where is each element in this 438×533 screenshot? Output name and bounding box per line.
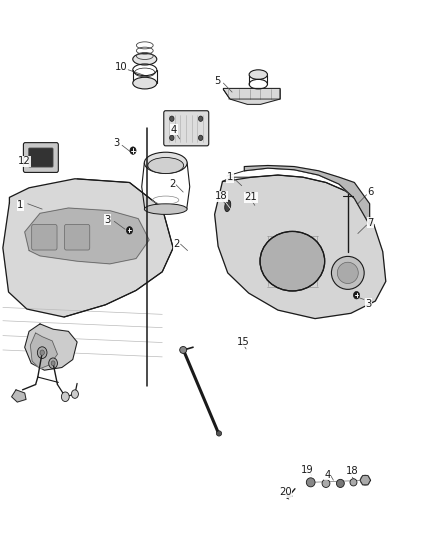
Ellipse shape: [216, 431, 222, 436]
Ellipse shape: [180, 346, 187, 353]
Ellipse shape: [40, 350, 44, 356]
Ellipse shape: [170, 135, 174, 141]
FancyBboxPatch shape: [28, 148, 53, 167]
Polygon shape: [25, 208, 149, 264]
Ellipse shape: [133, 53, 157, 65]
Ellipse shape: [306, 478, 315, 487]
Text: 19: 19: [301, 465, 314, 474]
Ellipse shape: [322, 479, 330, 488]
Ellipse shape: [337, 262, 358, 284]
Ellipse shape: [360, 475, 370, 485]
Polygon shape: [360, 475, 371, 485]
Polygon shape: [3, 179, 173, 317]
Text: 4: 4: [171, 125, 177, 135]
Ellipse shape: [198, 135, 203, 141]
Ellipse shape: [353, 292, 360, 299]
Text: 2: 2: [173, 239, 180, 249]
Text: 21: 21: [244, 192, 257, 203]
Text: 2: 2: [169, 179, 175, 189]
Text: 4: 4: [325, 470, 331, 480]
Polygon shape: [244, 165, 370, 225]
Ellipse shape: [145, 204, 187, 214]
Text: 1: 1: [17, 200, 24, 211]
Text: 3: 3: [113, 138, 120, 148]
Text: 3: 3: [365, 298, 371, 309]
Ellipse shape: [37, 347, 47, 359]
Text: 18: 18: [215, 191, 227, 201]
FancyBboxPatch shape: [32, 224, 57, 250]
Ellipse shape: [61, 392, 69, 401]
Polygon shape: [30, 333, 57, 368]
Ellipse shape: [130, 147, 136, 155]
Text: 1: 1: [227, 172, 233, 182]
Ellipse shape: [332, 256, 364, 289]
Text: 3: 3: [105, 215, 111, 225]
Text: 20: 20: [279, 488, 292, 497]
Ellipse shape: [260, 231, 325, 291]
Text: 6: 6: [367, 187, 374, 197]
Ellipse shape: [51, 361, 55, 366]
Ellipse shape: [225, 200, 231, 212]
Text: 7: 7: [367, 218, 374, 228]
Polygon shape: [12, 390, 26, 402]
Text: 18: 18: [346, 466, 358, 476]
Ellipse shape: [127, 227, 133, 234]
Polygon shape: [25, 324, 77, 370]
Ellipse shape: [133, 77, 157, 89]
Ellipse shape: [249, 70, 268, 79]
Ellipse shape: [170, 116, 174, 122]
Ellipse shape: [145, 152, 187, 173]
Ellipse shape: [71, 390, 78, 398]
FancyBboxPatch shape: [64, 224, 90, 250]
Ellipse shape: [350, 479, 357, 486]
Text: 10: 10: [115, 62, 128, 72]
Text: 12: 12: [18, 156, 31, 166]
Ellipse shape: [49, 358, 57, 368]
FancyBboxPatch shape: [164, 111, 209, 146]
Polygon shape: [215, 175, 386, 319]
Ellipse shape: [336, 479, 344, 488]
FancyBboxPatch shape: [23, 143, 58, 172]
Ellipse shape: [198, 116, 203, 122]
Text: 15: 15: [237, 337, 249, 347]
Ellipse shape: [148, 158, 184, 173]
Polygon shape: [223, 88, 280, 104]
Text: 5: 5: [215, 77, 221, 86]
